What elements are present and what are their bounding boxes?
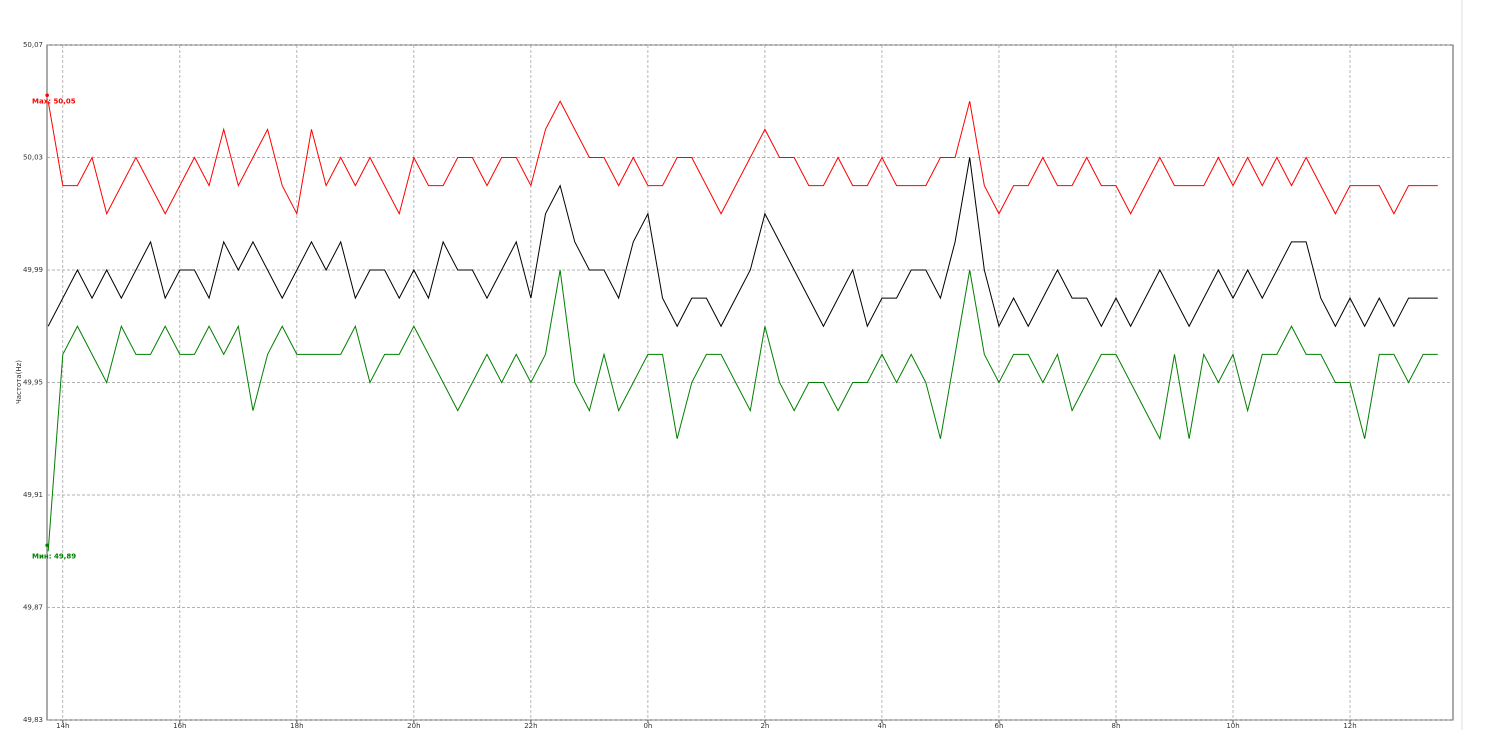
y-tick-label: 49,95 <box>23 379 43 387</box>
annotation-marker <box>45 93 49 98</box>
x-tick-label: 4h <box>877 722 886 730</box>
y-tick-label: 49,83 <box>23 716 43 724</box>
x-tick-label: 10h <box>1226 722 1239 730</box>
x-tick-label: 18h <box>290 722 303 730</box>
y-axis-label: Частота(Hz) <box>15 360 23 404</box>
y-tick-label: 50,07 <box>23 41 43 49</box>
series-line <box>47 157 1438 328</box>
x-tick-label: 8h <box>1112 722 1121 730</box>
x-tick-label: 20h <box>407 722 420 730</box>
x-tick-label: 2h <box>760 722 769 730</box>
x-tick-label: 16h <box>173 722 186 730</box>
annotation-marker <box>45 543 49 548</box>
x-tick-label: 0h <box>643 722 652 730</box>
series-line <box>47 269 1438 552</box>
x-tick-label: 12h <box>1343 722 1356 730</box>
x-tick-label: 6h <box>995 722 1004 730</box>
y-tick-label: 49,99 <box>23 266 43 274</box>
series-line <box>47 100 1438 216</box>
x-tick-label: 14h <box>56 722 69 730</box>
x-tick-label: 22h <box>524 722 537 730</box>
y-tick-label: 49,91 <box>23 491 43 499</box>
y-tick-label: 49,87 <box>23 604 43 612</box>
y-tick-label: 50,03 <box>23 154 43 162</box>
annotation: Мин: 49,89 <box>32 552 76 560</box>
annotation: Max: 50,05 <box>32 97 76 105</box>
